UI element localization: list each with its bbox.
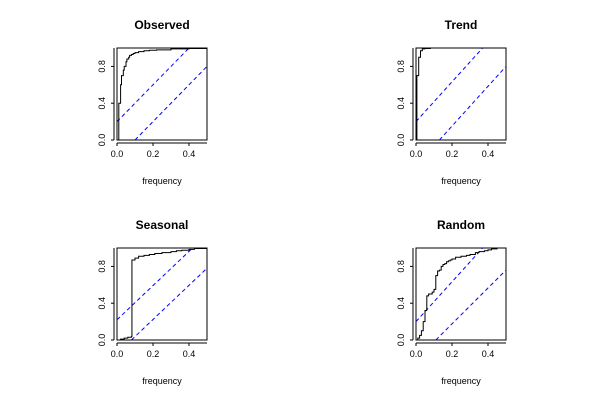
x-tick-label: 0.4 [183, 149, 196, 159]
y-tick-label: 0.4 [97, 297, 107, 310]
x-tick-label: 0.2 [147, 349, 160, 359]
y-tick-label: 0.0 [97, 334, 107, 347]
y-tick-label: 0.8 [396, 60, 406, 73]
confidence-bound-line [435, 269, 507, 341]
y-tick-label: 0.8 [97, 60, 107, 73]
y-tick-label: 0.8 [97, 260, 107, 273]
cumulative-periodogram-line [416, 47, 506, 141]
y-tick-label: 0.0 [396, 334, 406, 347]
x-tick-label: 0.4 [482, 149, 495, 159]
panel-title: Seasonal [136, 218, 189, 232]
x-tick-label: 0.0 [111, 349, 124, 359]
cumulative-periodogram-line [117, 47, 208, 141]
x-axis-label: frequency [142, 376, 182, 386]
panel-seasonal: Seasonal 0.0 0.2 0.4 0.0 0.4 0.8 frequency [97, 218, 208, 386]
panel-observed: Observed 0.0 0.2 0.4 0.0 0.4 0.8 frequency [97, 18, 208, 186]
plot-marks: 0.0 0.2 0.4 0.0 0.4 0.8 [396, 47, 507, 159]
panel-random: Random 0.0 0.2 0.4 0.0 0.4 0.8 frequency [396, 218, 507, 386]
plot-frame [415, 247, 507, 341]
x-tick-label: 0.4 [183, 349, 196, 359]
x-tick-label: 0.0 [410, 349, 423, 359]
x-axis-label: frequency [441, 176, 481, 186]
plot-frame [415, 47, 507, 141]
panel-title: Random [437, 218, 485, 232]
panel-title: Trend [445, 18, 478, 32]
cumulative-periodogram-line [416, 247, 506, 341]
x-axis-label: frequency [142, 176, 182, 186]
plot-marks: 0.0 0.2 0.4 0.0 0.4 0.8 [97, 247, 208, 359]
y-tick-label: 0.4 [396, 97, 406, 110]
plot-frame [116, 247, 208, 341]
cumulative-periodogram-line [117, 247, 208, 341]
confidence-bound-line [116, 247, 193, 321]
x-tick-label: 0.0 [111, 149, 124, 159]
y-tick-label: 0.4 [396, 297, 406, 310]
confidence-bound-line [415, 47, 483, 122]
x-tick-label: 0.2 [446, 149, 459, 159]
plot-marks: 0.0 0.2 0.4 0.0 0.4 0.8 [396, 247, 507, 359]
confidence-bound-line [439, 66, 507, 141]
x-tick-label: 0.2 [147, 149, 160, 159]
y-tick-label: 0.0 [97, 134, 107, 147]
plot-marks: 0.0 0.2 0.4 0.0 0.4 0.8 [97, 47, 208, 159]
confidence-bound-line [116, 47, 190, 122]
panel-trend: Trend 0.0 0.2 0.4 0.0 0.4 0.8 frequency [396, 18, 507, 186]
x-axis-label: frequency [441, 376, 481, 386]
x-tick-label: 0.2 [446, 349, 459, 359]
x-tick-label: 0.4 [482, 349, 495, 359]
confidence-bound-line [131, 267, 208, 341]
panel-title: Observed [134, 18, 189, 32]
confidence-bound-line [134, 66, 208, 141]
y-tick-label: 0.0 [396, 134, 406, 147]
y-tick-label: 0.4 [97, 97, 107, 110]
x-tick-label: 0.0 [410, 149, 423, 159]
plot-frame [116, 47, 208, 141]
y-tick-label: 0.8 [396, 260, 406, 273]
